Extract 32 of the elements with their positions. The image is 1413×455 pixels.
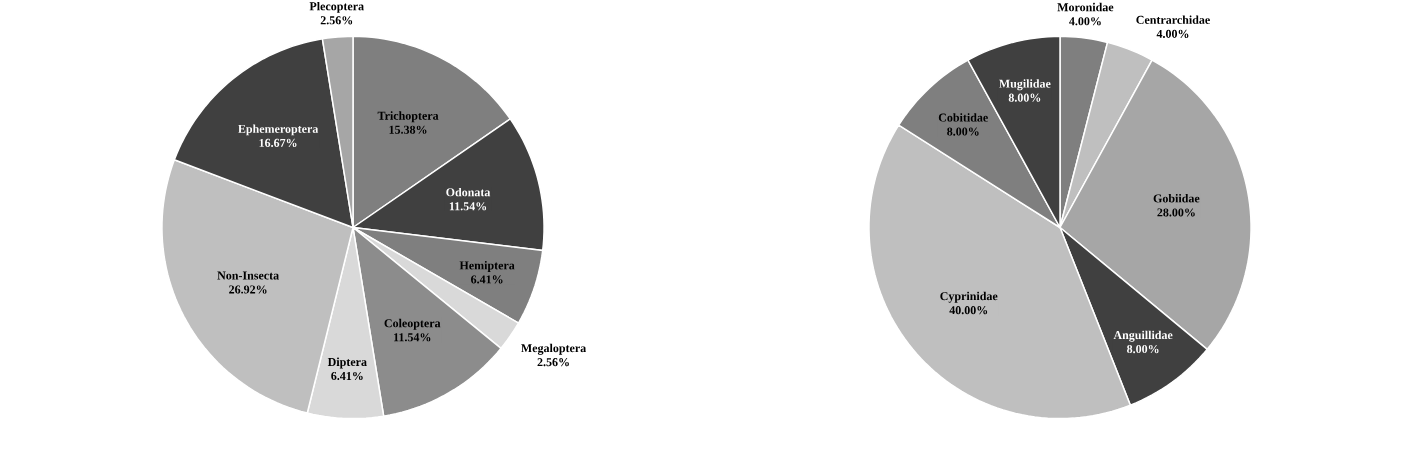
data-label: 2.56%: [537, 358, 569, 367]
data-label: 2.56%: [320, 16, 353, 25]
data-label: 8.00%: [1127, 345, 1159, 354]
slice-label: Centrarchidae: [1136, 15, 1210, 24]
data-label: 8.00%: [947, 127, 979, 136]
data-label: 11.54%: [449, 202, 487, 211]
data-label: 8.00%: [1008, 93, 1041, 102]
slice-label: Non-Insecta: [217, 271, 279, 280]
data-label: 26.92%: [229, 285, 267, 294]
slice-label: Plecoptera: [309, 1, 364, 13]
slice-label: Hemiptera: [459, 261, 515, 272]
slice-label: Cyprinidae: [940, 291, 998, 303]
slice-label: Diptera: [327, 357, 367, 369]
slice-label: Moronidae: [1057, 2, 1114, 12]
data-label: 4.00%: [1069, 17, 1101, 26]
data-label: 15.38%: [389, 125, 427, 134]
slice-label: Coleoptera: [384, 318, 441, 330]
data-label: 16.67%: [259, 138, 297, 147]
slice-label: Megaloptera: [521, 343, 587, 355]
slice-label: Cobitidae: [938, 113, 988, 122]
data-label: 6.41%: [471, 275, 503, 284]
data-label: 6.41%: [331, 371, 363, 381]
slice-label: Trichoptera: [377, 111, 439, 123]
data-label: 40.00%: [949, 306, 988, 315]
slice-label: Odonata: [446, 187, 491, 197]
slice-label: Mugilidae: [999, 79, 1051, 91]
slice-label: Anguillidae: [1113, 330, 1173, 342]
slice-label: Ephemeroptera: [238, 124, 319, 136]
data-label: 11.54%: [394, 333, 431, 342]
data-label: 4.00%: [1156, 29, 1189, 38]
data-label: 28.00%: [1157, 208, 1195, 217]
slice-label: Gobiidae: [1153, 194, 1200, 203]
